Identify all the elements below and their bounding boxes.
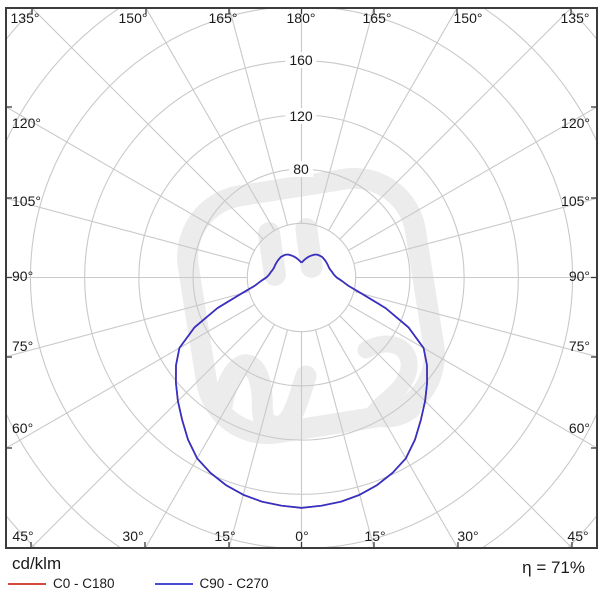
legend-label-c0-c180: C0 - C180 — [53, 576, 115, 591]
watermark-squiggle — [211, 354, 317, 437]
grid-radial-line — [6, 304, 255, 449]
grid-radial-line — [339, 315, 573, 548]
grid-radial-line — [348, 106, 597, 251]
grid-radial-line — [6, 290, 250, 358]
angle-label-bottom: 15° — [214, 528, 236, 544]
angle-label-left: 105° — [12, 193, 41, 209]
angle-label-right: 75° — [568, 338, 590, 354]
angle-label-top: 150° — [453, 10, 483, 26]
angle-label-right: 120° — [561, 115, 590, 131]
grid-radial-line — [314, 8, 375, 226]
legend-line-c0-c180 — [8, 582, 46, 585]
grid-radial-line — [6, 106, 255, 251]
angle-label-bottom: 45° — [12, 528, 34, 544]
angle-label-top: 180° — [286, 10, 316, 26]
grid-radial-line — [328, 8, 458, 231]
curve-C90-C270 — [175, 253, 428, 509]
ring-value-label: 120 — [285, 108, 317, 124]
unit-label: cd/klm — [12, 554, 62, 573]
angle-label-top: 150° — [118, 10, 148, 26]
grid-radial-line — [228, 8, 289, 226]
angle-label-bottom: 30° — [122, 528, 144, 544]
grid-radial-line — [339, 8, 572, 240]
angle-label-bottom: 30° — [457, 528, 479, 544]
efficiency-label: η = 71% — [522, 558, 585, 577]
watermark-hook — [357, 335, 421, 428]
grid-radial-line — [353, 197, 597, 265]
angle-label-top: 135° — [10, 10, 40, 26]
angle-label-right: 60° — [568, 420, 590, 436]
grid-radial-line — [6, 197, 250, 265]
grid-radial-line — [30, 315, 264, 548]
grid-radial-line — [228, 329, 289, 548]
angle-label-bottom: 15° — [364, 528, 386, 544]
angle-label-left: 75° — [12, 338, 34, 354]
grid-radial-line — [314, 329, 375, 548]
angle-label-left: 120° — [12, 115, 41, 131]
watermark-prong-left — [258, 222, 286, 286]
angle-label-top: 165° — [362, 10, 392, 26]
angle-label-right: 90° — [568, 268, 590, 284]
legend: C0 - C180 C90 - C270 — [8, 576, 309, 591]
angle-label-bottom: 0° — [295, 528, 309, 544]
grid-radial-line — [31, 8, 264, 240]
angle-label-bottom: 45° — [567, 528, 589, 544]
angle-label-right: 105° — [561, 193, 590, 209]
legend-label-c90-c270: C90 - C270 — [199, 576, 269, 591]
grid-radial-line — [353, 290, 597, 358]
ring-value-label: 80 — [289, 161, 313, 177]
grid-radial-line — [348, 304, 597, 449]
legend-line-c90-c270 — [154, 582, 193, 585]
ring-value-label: 160 — [285, 52, 317, 68]
angle-label-top: 165° — [208, 10, 238, 26]
angle-label-top: 135° — [560, 10, 590, 26]
angle-label-left: 60° — [12, 420, 34, 436]
grid-radial-line — [328, 324, 459, 548]
shop-logo-watermark — [177, 167, 445, 445]
intensity-curves — [175, 253, 428, 509]
grid-radial-line — [145, 8, 275, 231]
plot-border — [5, 7, 598, 549]
angle-label-left: 90° — [12, 268, 34, 284]
grid-radial-line — [144, 324, 275, 548]
